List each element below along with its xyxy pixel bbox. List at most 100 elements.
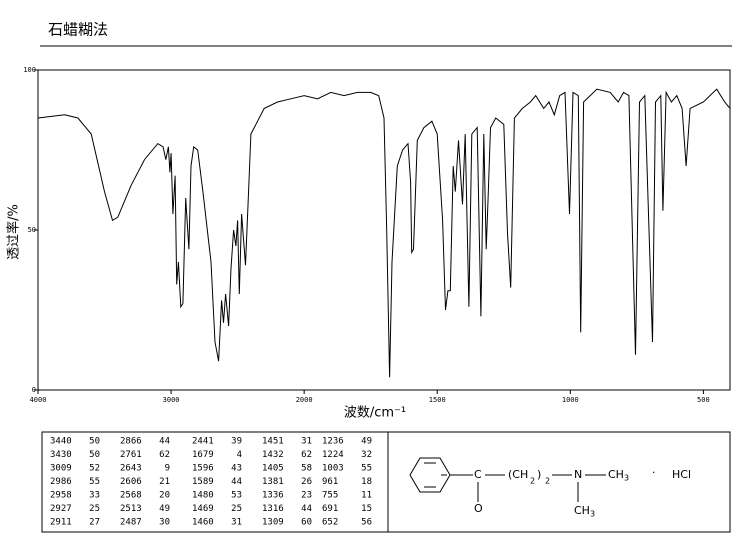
peak-transmittance: 4 — [237, 450, 242, 460]
structure-label: N — [574, 468, 582, 481]
peak-wavenumber: 1236 — [322, 437, 344, 447]
peak-transmittance: 52 — [89, 464, 100, 474]
structure-label: 2 — [530, 477, 535, 486]
peak-wavenumber: 1451 — [262, 437, 284, 447]
peak-wavenumber: 1309 — [262, 518, 284, 528]
structure-label: (CH — [508, 468, 528, 481]
x-tick-label: 1500 — [429, 396, 446, 404]
peak-transmittance: 44 — [301, 504, 312, 514]
peak-transmittance: 49 — [159, 504, 170, 514]
benzene-ring — [409, 457, 451, 493]
peak-wavenumber: 1224 — [322, 450, 344, 460]
peak-wavenumber: 2513 — [120, 504, 142, 514]
peak-transmittance: 18 — [361, 477, 372, 487]
peak-transmittance: 23 — [301, 491, 312, 501]
peak-wavenumber: 1003 — [322, 464, 344, 474]
peak-transmittance: 32 — [361, 450, 372, 460]
peak-wavenumber: 1480 — [192, 491, 214, 501]
chart-title: 石蜡糊法 — [48, 21, 108, 39]
peak-wavenumber: 1336 — [262, 491, 284, 501]
structure-label: O — [474, 502, 483, 515]
peak-wavenumber: 1316 — [262, 504, 284, 514]
peak-transmittance: 50 — [89, 437, 100, 447]
structure-label: 2 — [545, 477, 550, 486]
peak-transmittance: 56 — [361, 518, 372, 528]
peak-transmittance: 26 — [301, 477, 312, 487]
peak-wavenumber: 2441 — [192, 437, 214, 447]
peak-transmittance: 20 — [159, 491, 170, 501]
peak-wavenumber: 1432 — [262, 450, 284, 460]
x-tick-label: 4000 — [30, 396, 47, 404]
x-tick-label: 2000 — [296, 396, 313, 404]
peak-wavenumber: 3009 — [50, 464, 72, 474]
peak-wavenumber: 755 — [322, 491, 338, 501]
peak-wavenumber: 2761 — [120, 450, 142, 460]
peak-wavenumber: 2927 — [50, 504, 72, 514]
structure-label: 3 — [624, 474, 629, 483]
peak-transmittance: 60 — [301, 518, 312, 528]
peak-transmittance: 58 — [301, 464, 312, 474]
peak-transmittance: 44 — [159, 437, 170, 447]
peak-transmittance: 33 — [89, 491, 100, 501]
spectrum-line — [37, 88, 731, 378]
peak-wavenumber: 1405 — [262, 464, 284, 474]
x-tick-label: 1000 — [562, 396, 579, 404]
peak-transmittance: 44 — [231, 477, 242, 487]
peak-wavenumber: 2986 — [50, 477, 72, 487]
peak-wavenumber: 2866 — [120, 437, 142, 447]
peak-wavenumber: 1381 — [262, 477, 284, 487]
peak-transmittance: 53 — [231, 491, 242, 501]
peak-wavenumber: 1596 — [192, 464, 214, 474]
structure — [409, 457, 606, 502]
structure-label: 3 — [590, 510, 595, 519]
peak-wavenumber: 2606 — [120, 477, 142, 487]
structure-label: CH — [574, 504, 590, 517]
peak-transmittance: 39 — [231, 437, 242, 447]
peak-wavenumber: 691 — [322, 504, 338, 514]
peak-wavenumber: 3430 — [50, 450, 72, 460]
peak-wavenumber: 1469 — [192, 504, 214, 514]
peak-transmittance: 43 — [231, 464, 242, 474]
peak-wavenumber: 3440 — [50, 437, 72, 447]
peak-transmittance: 50 — [89, 450, 100, 460]
structure-label: CH — [608, 468, 624, 481]
peak-transmittance: 31 — [231, 518, 242, 528]
x-axis-label: 波数/cm⁻¹ — [344, 406, 406, 421]
peak-wavenumber: 1460 — [192, 518, 214, 528]
peak-transmittance: 55 — [361, 464, 372, 474]
peak-transmittance: 55 — [89, 477, 100, 487]
peak-wavenumber: 2487 — [120, 518, 142, 528]
y-tick-label: 100 — [23, 66, 36, 74]
structure-label: ) — [537, 468, 541, 481]
peak-wavenumber: 1679 — [192, 450, 214, 460]
table-frame — [41, 431, 731, 533]
peak-transmittance: 11 — [361, 491, 372, 501]
peak-transmittance: 30 — [159, 518, 170, 528]
y-tick-label: 0 — [32, 386, 36, 394]
peak-transmittance: 62 — [301, 450, 312, 460]
peak-transmittance: 21 — [159, 477, 170, 487]
x-tick-label: 3000 — [163, 396, 180, 404]
peak-wavenumber: 2911 — [50, 518, 72, 528]
structure-label: · — [652, 466, 656, 479]
peak-wavenumber: 961 — [322, 477, 338, 487]
peak-wavenumber: 2958 — [50, 491, 72, 501]
peak-transmittance: 25 — [231, 504, 242, 514]
peak-transmittance: 9 — [165, 464, 170, 474]
peak-transmittance: 25 — [89, 504, 100, 514]
peak-transmittance: 49 — [361, 437, 372, 447]
peak-wavenumber: 1589 — [192, 477, 214, 487]
peak-wavenumber: 2643 — [120, 464, 142, 474]
peak-transmittance: 31 — [301, 437, 312, 447]
peak-wavenumber: 652 — [322, 518, 338, 528]
y-axis-label: 透过率/% — [6, 204, 22, 260]
peak-wavenumber: 2568 — [120, 491, 142, 501]
peak-transmittance: 62 — [159, 450, 170, 460]
peak-transmittance: 27 — [89, 518, 100, 528]
y-tick-label: 50 — [28, 226, 36, 234]
peak-transmittance: 15 — [361, 504, 372, 514]
structure-label: HCl — [672, 468, 691, 481]
x-tick-label: 500 — [697, 396, 710, 404]
structure-label: C — [474, 468, 482, 481]
